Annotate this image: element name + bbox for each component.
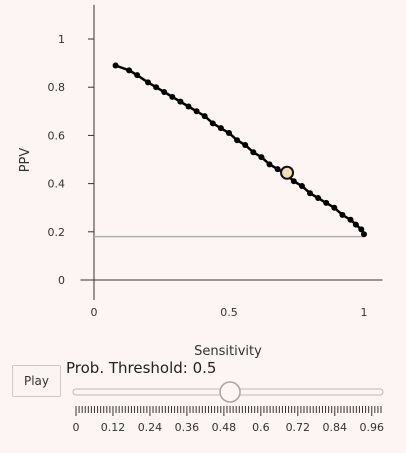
data-point [161,89,168,96]
data-point [126,67,133,74]
data-point [242,142,249,149]
data-point [315,195,322,202]
x-tick-label: 0 [91,306,98,319]
threshold-point [280,165,295,180]
data-point [331,204,338,211]
data-point [358,226,365,233]
slider-handle[interactable] [219,381,241,403]
data-point [217,125,224,132]
data-point [266,161,273,168]
data-point [339,211,346,218]
data-point [298,183,305,190]
slider-tick-label: 0.96 [360,421,385,434]
y-axis-title: PPV [18,148,33,173]
x-tick-label: 0.5 [220,306,238,319]
data-point [250,149,257,156]
data-point [112,62,119,69]
data-point [226,129,232,136]
y-tick-label: 0.8 [48,81,66,94]
data-point [323,199,330,206]
slider-tick-label: 0.48 [212,421,237,434]
data-point [290,178,297,185]
data-point [352,221,359,228]
y-tick-label: 0.4 [48,178,66,191]
data-point [361,231,367,238]
data-point [134,72,141,79]
x-tick-label: 1 [361,306,368,319]
y-tick-label: 0.6 [48,129,66,142]
threshold-slider[interactable]: 0 0.12 0.24 0.36 0.48 0.6 0.72 0.84 0.96 [0,376,406,453]
slider-tick-label: 0.6 [252,421,270,434]
play-button[interactable]: Play [12,365,61,397]
data-point [274,166,281,173]
slider-tick-label: 0.12 [101,421,126,434]
y-tick-label: 1 [58,33,65,46]
data-point [169,93,176,100]
y-tick-label: 0.2 [48,226,66,239]
x-axis-title: Sensitivity [194,344,262,359]
threshold-label: Prob. Threshold: 0.5 [66,359,217,377]
slider-tick-label: 0.84 [323,421,348,434]
slider-tick-label: 0.72 [286,421,311,434]
data-point [177,98,184,105]
data-point [193,108,200,115]
data-point [185,103,192,110]
data-point [153,84,160,91]
data-point [145,79,151,86]
data-point [234,137,241,144]
data-point [258,154,265,161]
ppv-sensitivity-chart: Sensitivity PPV 0 0.2 0.4 0.6 0.8 1 0 0.5 1 [18,4,383,359]
data-point [209,120,216,127]
data-point [347,216,354,223]
series-line [115,64,366,235]
y-tick-label: 0 [58,274,65,287]
slider-tick-label: 0.24 [138,421,163,434]
data-point [307,190,313,197]
slider-tick-label: 0.36 [175,421,200,434]
data-point [201,113,208,120]
slider-tick-label: 0 [73,421,80,434]
